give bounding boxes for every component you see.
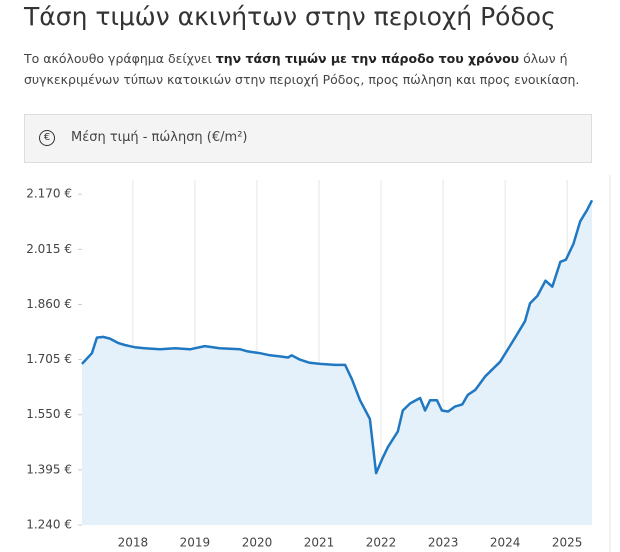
y-tick-label: 2.170 € <box>26 187 72 201</box>
x-tick-label: 2018 <box>118 536 149 550</box>
y-tick-label: 1.705 € <box>26 352 72 366</box>
euro-icon: € <box>39 130 55 146</box>
metric-panel: € Μέση τιμή - πώληση (€/m²) <box>24 114 592 163</box>
y-tick-label: 1.550 € <box>26 407 72 421</box>
x-tick-label: 2025 <box>552 536 583 550</box>
x-tick-label: 2022 <box>366 536 397 550</box>
x-tick-label: 2019 <box>180 536 211 550</box>
intro-text: Το ακόλουθο γράφημα δείχνει <box>24 51 216 66</box>
intro: Το ακόλουθο γράφημα δείχνει την τάση τιμ… <box>24 48 594 90</box>
area-fill <box>82 200 592 526</box>
y-tick-label: 2.015 € <box>26 242 72 256</box>
metric-label: Μέση τιμή - πώληση (€/m²) <box>71 130 248 145</box>
intro-text: όλων ή συγκεκριμένων τύπων κατοικιών στη… <box>24 51 580 87</box>
y-tick-label: 1.860 € <box>26 297 72 311</box>
x-tick-label: 2024 <box>490 536 521 550</box>
y-tick-label: 1.395 € <box>26 462 72 476</box>
page-title: Τάση τιμών ακινήτων στην περιοχή Ρόδος <box>24 2 556 31</box>
intro-bold: την τάση τιμών με την πάροδο του χρόνου <box>215 51 520 66</box>
x-tick-label: 2023 <box>428 536 459 550</box>
x-tick-label: 2021 <box>304 536 335 550</box>
y-tick-label: 1.240 € <box>26 518 72 532</box>
price-line <box>81 199 594 475</box>
x-tick-label: 2020 <box>242 536 273 550</box>
